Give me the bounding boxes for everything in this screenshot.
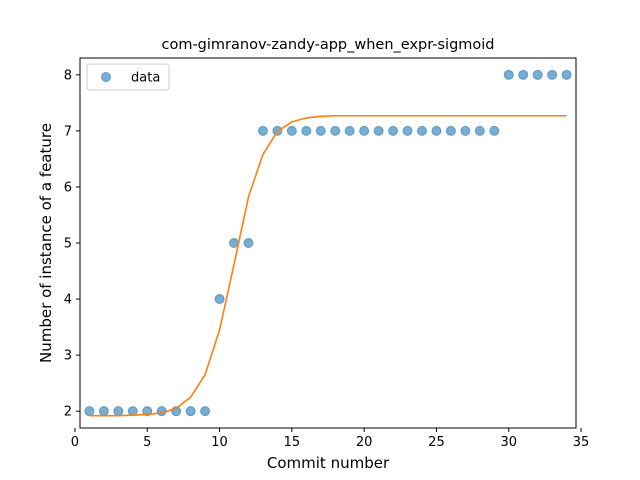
y-tick-label: 7 [64,124,72,139]
data-point [532,69,543,80]
y-tick-label: 3 [64,349,72,364]
x-tick-label: 35 [573,435,590,450]
data-point [460,125,471,136]
x-tick-label: 30 [500,435,517,450]
y-tick-label: 6 [64,180,72,195]
legend-marker-data [101,72,111,82]
data-point [547,69,558,80]
x-tick-label: 5 [143,435,151,450]
x-tick-label: 25 [428,435,445,450]
y-axis-label: Number of instance of a feature [37,123,55,363]
data-point [344,125,355,136]
data-point [113,406,124,417]
y-axis: 2 3 4 5 6 7 8 [64,68,80,420]
x-axis: 0 5 10 15 20 25 30 35 [71,428,590,450]
x-tick-label: 10 [211,435,228,450]
y-tick-label: 4 [64,293,72,308]
chart-title: com-gimranov-zandy-app_when_expr-sigmoid [161,37,494,53]
data-point [373,125,384,136]
data-point [243,238,254,248]
data-point [489,125,500,136]
legend-label-data: data [131,71,160,86]
data-point [286,125,297,136]
fit-line [89,114,567,417]
data-point [84,406,95,417]
data-point [416,125,427,136]
data-point [388,125,399,136]
axes-frame [79,57,577,429]
data-point [301,125,312,136]
data-point [200,406,211,417]
data-point [503,69,514,80]
data-point [402,125,413,136]
data-point [185,406,196,417]
data-point [445,125,456,136]
x-tick-label: 15 [284,435,301,450]
data-point [142,406,153,417]
y-tick-label: 5 [64,237,72,252]
data-point [561,69,572,80]
legend-box [86,63,170,91]
legend: data [86,63,170,91]
data-point [431,125,442,136]
data-point [474,125,485,136]
x-axis-label: Commit number [267,454,390,472]
data-point [214,294,225,305]
data-point [359,125,370,136]
y-tick-label: 2 [64,405,72,420]
x-tick-label: 0 [71,435,79,450]
x-tick-label: 20 [356,435,373,450]
plot-area [84,69,572,417]
data-point [330,125,341,136]
data-point [98,406,109,417]
data-point [518,69,529,80]
data-point [315,125,326,136]
data-point [257,125,268,136]
y-tick-label: 8 [64,68,72,83]
